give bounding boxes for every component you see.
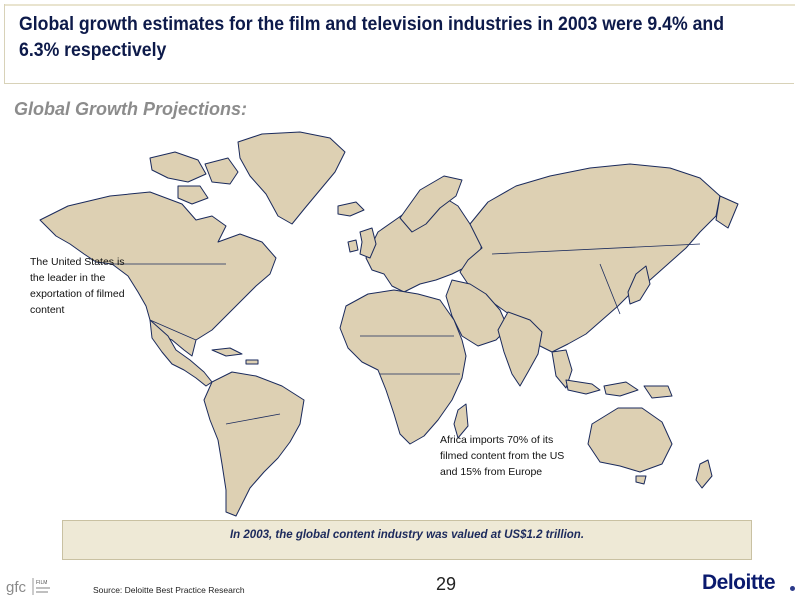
- world-map: [39, 131, 739, 517]
- gfc-logo-sub: FILM: [36, 580, 47, 586]
- central-america-shape: [149, 319, 213, 387]
- us-note: The United States is the leader in the e…: [30, 256, 125, 316]
- uk-shape: [359, 227, 377, 259]
- japan-shape: [627, 265, 651, 305]
- africa-shape: [339, 289, 467, 445]
- greenland-shape: [237, 131, 346, 225]
- south-america-shape: [203, 371, 305, 517]
- section-subtitle: Global Growth Projections:: [14, 99, 248, 119]
- madagascar-shape: [453, 403, 469, 439]
- banner-text: In 2003, the global content industry was…: [229, 529, 585, 541]
- title-box: Global growth estimates for the film and…: [4, 4, 795, 84]
- arctic-islands-shape: [149, 151, 207, 183]
- key-fact-banner: In 2003, the global content industry was…: [62, 520, 752, 560]
- deloitte-logo: Deloitte: [702, 571, 776, 594]
- india-shape: [497, 311, 543, 387]
- australia-shape: [587, 407, 673, 473]
- scandinavia-shape: [399, 175, 463, 233]
- iceland-shape: [337, 201, 365, 217]
- arabia-shape: [445, 279, 509, 347]
- page-number: 29: [436, 574, 457, 594]
- gfc-logo-text: gfc: [6, 579, 27, 596]
- source-note: Source: Deloitte Best Practice Research: [93, 585, 245, 595]
- gfc-film-logo: gfc FILM: [6, 578, 50, 596]
- new-zealand-shape: [695, 459, 713, 489]
- slide-title: Global growth estimates for the film and…: [19, 14, 725, 61]
- deloitte-logo-dot: [790, 586, 795, 591]
- africa-note: Africa imports 70% of its filmed content…: [440, 434, 565, 478]
- title-top-rule: [5, 4, 795, 6]
- indonesia-shape: [565, 379, 601, 395]
- north-america-shape: [39, 191, 277, 357]
